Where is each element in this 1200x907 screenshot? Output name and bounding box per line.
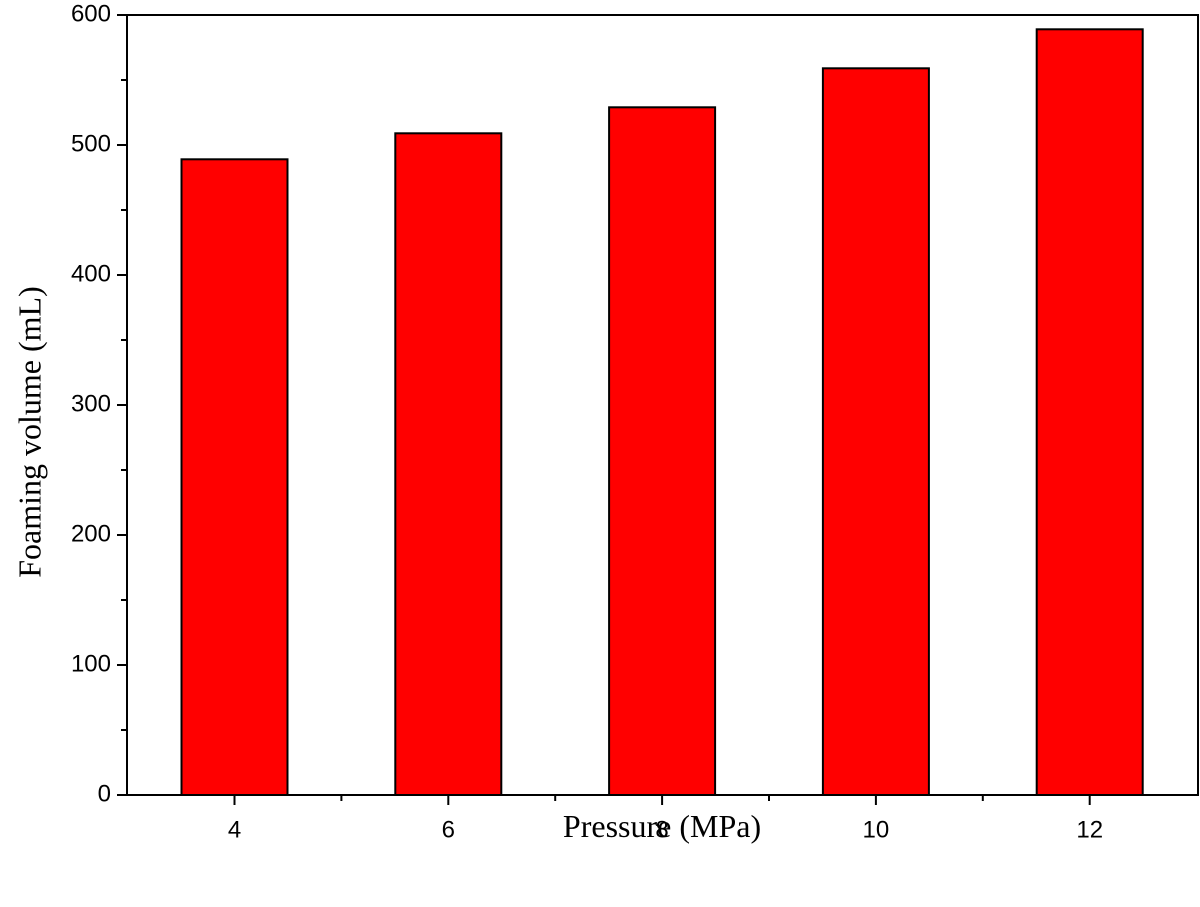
x-tick-label: 8 — [655, 816, 668, 843]
bar-8 — [608, 106, 717, 797]
y-axis-ticks: 0 100 200 300 400 500 600 — [71, 0, 127, 807]
bar-6 — [394, 132, 503, 797]
x-tick-label: 6 — [442, 816, 455, 843]
x-tick-label: 10 — [863, 816, 890, 843]
bar-12 — [1035, 28, 1144, 797]
bar-4 — [180, 158, 289, 797]
y-tick-label: 200 — [71, 520, 111, 547]
bars-group — [180, 28, 1144, 797]
x-tick-label: 4 — [228, 816, 241, 843]
y-tick-label: 100 — [71, 650, 111, 677]
y-tick-label: 300 — [71, 390, 111, 417]
y-tick-label: 500 — [71, 130, 111, 157]
y-axis-title: Foaming volume (mL) — [11, 286, 47, 578]
y-tick-label: 0 — [98, 780, 111, 807]
x-axis-ticks: 4 6 8 10 12 — [228, 795, 1103, 843]
bar-10 — [821, 67, 930, 797]
x-tick-label: 12 — [1076, 816, 1103, 843]
y-tick-label: 400 — [71, 260, 111, 287]
x-axis-title: Pressure (MPa) — [563, 808, 761, 844]
y-tick-label: 600 — [71, 0, 111, 27]
